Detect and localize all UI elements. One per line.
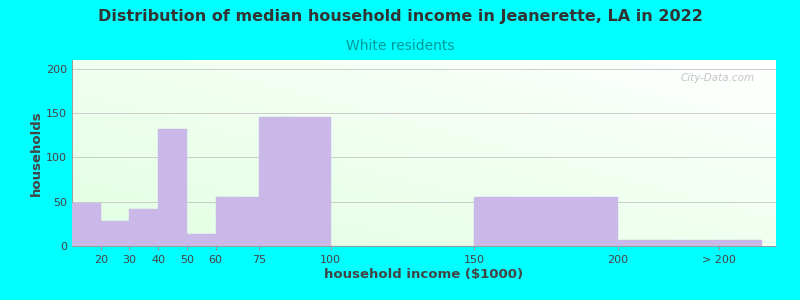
Bar (618, 240, 762, 246)
Bar (187, 235, 216, 246)
Bar (474, 197, 618, 246)
Y-axis label: households: households (30, 110, 43, 196)
Bar (216, 197, 258, 246)
Text: City-Data.com: City-Data.com (681, 73, 755, 83)
Bar (258, 117, 330, 246)
Bar (101, 221, 130, 246)
Bar (130, 209, 158, 246)
Bar (158, 129, 187, 246)
Text: Distribution of median household income in Jeanerette, LA in 2022: Distribution of median household income … (98, 9, 702, 24)
Bar (72, 203, 101, 246)
Text: White residents: White residents (346, 39, 454, 53)
X-axis label: household income ($1000): household income ($1000) (325, 268, 523, 281)
